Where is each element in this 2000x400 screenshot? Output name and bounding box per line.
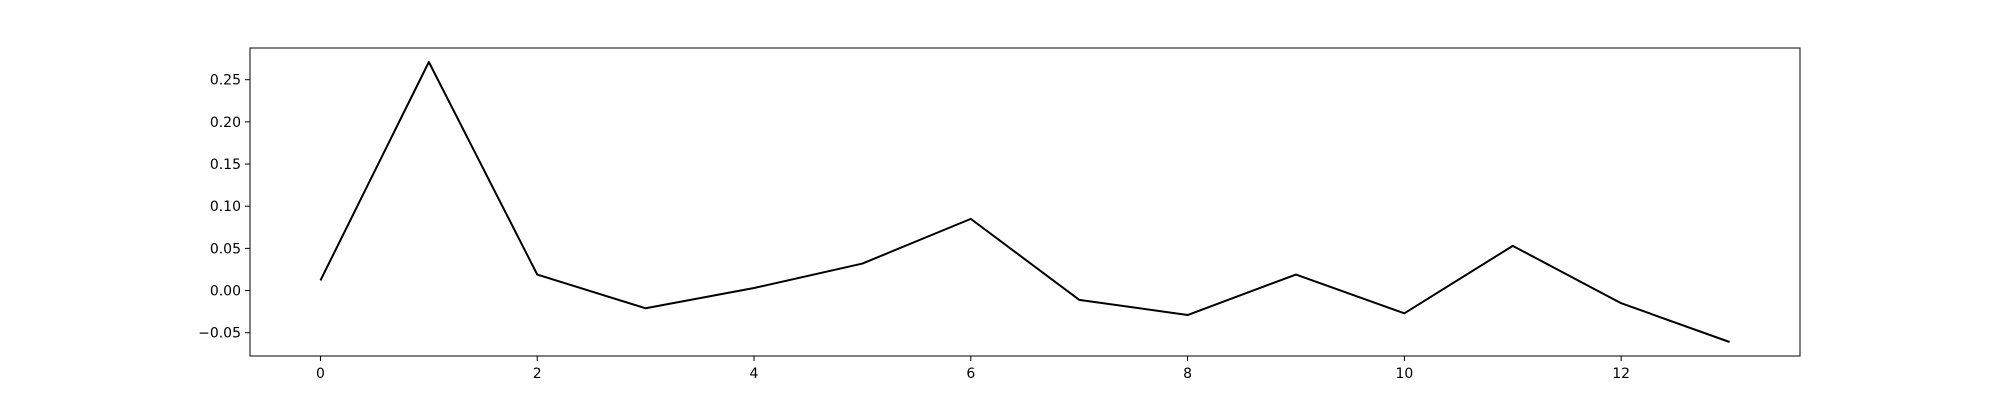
y-tick-label: −0.05	[198, 326, 241, 342]
plot-area-frame	[249, 47, 1801, 357]
y-tick-label: 0.25	[210, 73, 241, 89]
x-tick-label: 0	[316, 366, 325, 382]
x-tick-label: 10	[1395, 366, 1413, 382]
y-tick-label: 0.00	[210, 284, 241, 300]
x-tick-label: 4	[750, 366, 759, 382]
x-axis: 0 2 4 6 8 10 12	[316, 356, 1630, 382]
x-tick-label: 12	[1612, 366, 1630, 382]
series-layer	[319, 61, 1730, 343]
series-line	[319, 61, 1730, 343]
y-axis: −0.05 0.00 0.05 0.10 0.15 0.20 0.25	[198, 73, 250, 342]
y-tick-label: 0.15	[210, 157, 241, 173]
x-tick-label: 6	[966, 366, 975, 382]
y-tick-label: 0.10	[210, 199, 241, 215]
y-tick-label: 0.20	[210, 115, 241, 131]
x-tick-label: 2	[533, 366, 542, 382]
y-tick-label: 0.05	[210, 241, 241, 257]
x-tick-label: 8	[1183, 366, 1192, 382]
